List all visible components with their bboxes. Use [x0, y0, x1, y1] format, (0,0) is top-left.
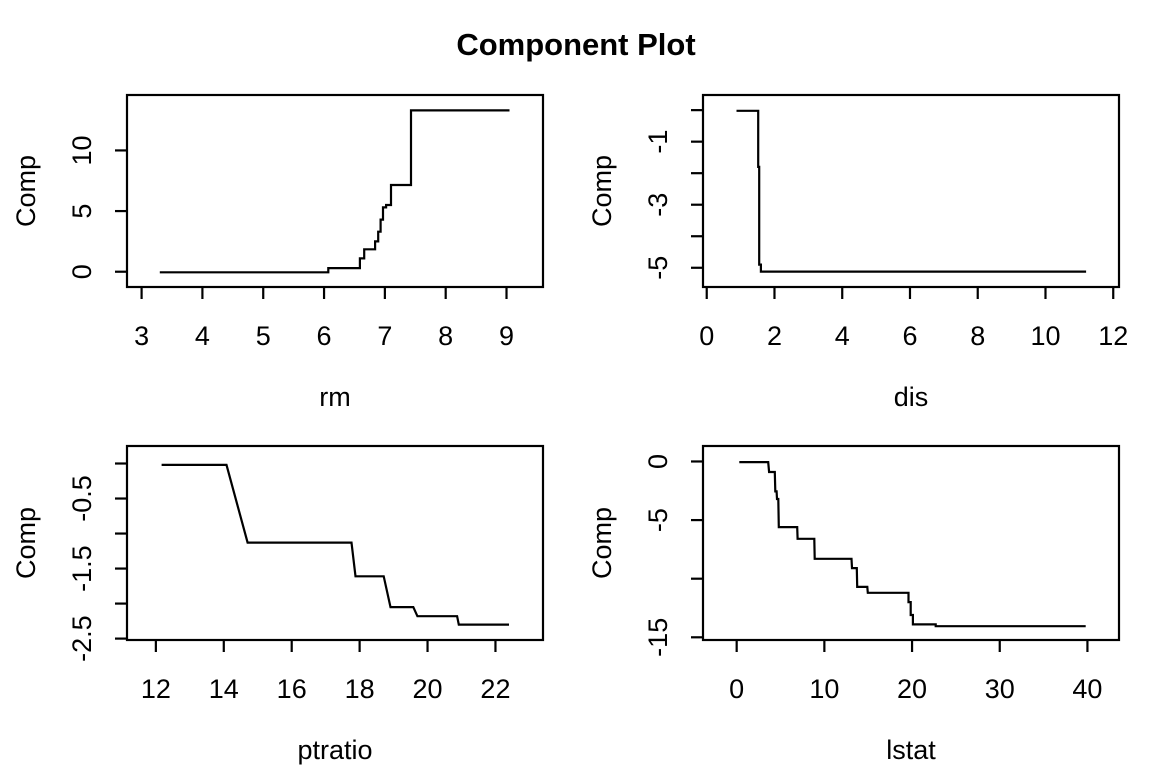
x-tick-label: 9: [499, 321, 514, 351]
y-tick-label: -15: [643, 618, 673, 657]
panel-dis: 0 2 4 6 8 10 12 -1 -3 -5 dis Comp: [587, 93, 1128, 412]
x-tick-label: 12: [141, 674, 171, 704]
plot-box: [125, 444, 545, 642]
x-tick-label: 22: [480, 674, 510, 704]
x-tick-label: 10: [809, 674, 839, 704]
x-tick-label: 16: [277, 674, 307, 704]
panel-lstat: 0 10 20 30 40 0 -5 -15 lstat Comp: [587, 444, 1121, 765]
x-tick-label: 3: [134, 321, 149, 351]
y-tick-label: -5: [643, 508, 673, 532]
x-tick-label: 5: [256, 321, 271, 351]
x-tick-label: 8: [438, 321, 453, 351]
x-tick-label: 0: [699, 321, 714, 351]
x-tick-label: 4: [195, 321, 210, 351]
y-tick-label: 5: [67, 204, 97, 219]
x-tick-label: 40: [1072, 674, 1102, 704]
x-axis-label: dis: [894, 382, 929, 412]
x-tick-label: 10: [1030, 321, 1060, 351]
x-tick-label: 18: [345, 674, 375, 704]
panel-rm: 3 4 5 6 7 8 9 0 5 10 rm Comp: [11, 93, 545, 412]
y-axis-label: Comp: [11, 507, 41, 579]
component-curve-lstat: [739, 461, 1086, 628]
y-axis-label: Comp: [11, 155, 41, 227]
y-tick-label: -0.5: [67, 475, 97, 522]
x-tick-label: 7: [377, 321, 392, 351]
x-tick-label: 30: [985, 674, 1015, 704]
y-tick-label: 0: [643, 454, 673, 469]
component-curve-rm: [159, 109, 510, 274]
x-tick-label: 8: [970, 321, 985, 351]
y-tick-label: -2.5: [67, 615, 97, 662]
plot-box: [701, 93, 1121, 289]
x-tick-label: 4: [835, 321, 850, 351]
y-tick-label: 0: [67, 264, 97, 279]
y-tick-label: -3: [643, 193, 673, 217]
x-tick-label: 20: [413, 674, 443, 704]
x-axis-label: lstat: [886, 735, 936, 765]
x-tick-label: 14: [209, 674, 239, 704]
y-tick-label: 10: [67, 135, 97, 165]
y-axis-label: Comp: [587, 155, 617, 227]
x-axis-label: rm: [319, 382, 350, 412]
x-axis-label: ptratio: [297, 735, 372, 765]
panel-ptratio: 12 14 16 18 20 22 -0.5 -1.5 -2.5 ptratio Comp: [11, 444, 545, 765]
x-tick-label: 2: [767, 321, 782, 351]
y-tick-label: -5: [643, 256, 673, 280]
chart-title: Component Plot: [456, 27, 696, 62]
x-tick-label: 6: [902, 321, 917, 351]
y-tick-label: -1.5: [67, 545, 97, 592]
x-tick-label: 20: [897, 674, 927, 704]
x-tick-label: 0: [729, 674, 744, 704]
plot-box: [125, 93, 545, 289]
y-tick-label: -1: [643, 130, 673, 154]
component-curve-dis: [736, 109, 1087, 273]
y-axis-label: Comp: [587, 507, 617, 579]
x-tick-label: 6: [317, 321, 332, 351]
component-curve-ptratio: [161, 463, 509, 626]
x-tick-label: 12: [1098, 321, 1128, 351]
